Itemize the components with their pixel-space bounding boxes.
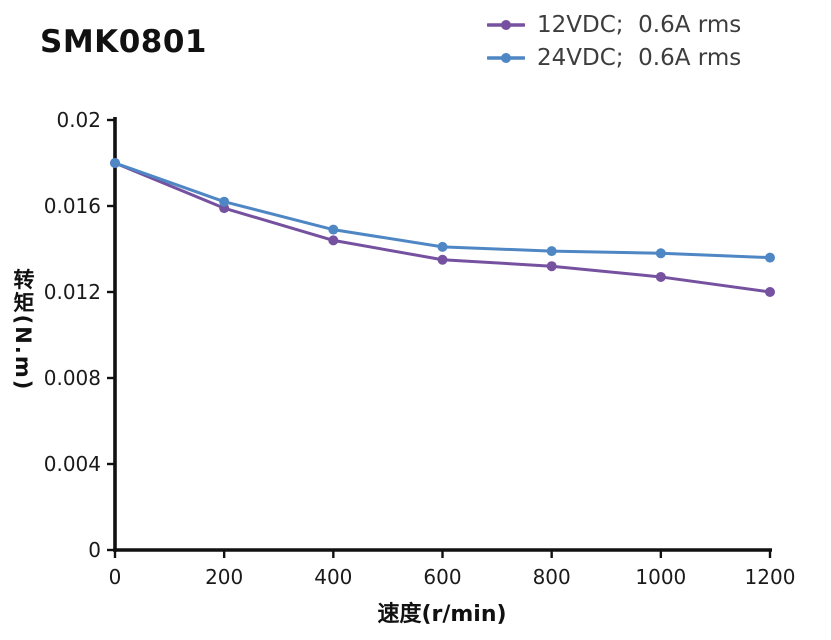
legend-marker-line-dot-icon — [487, 20, 525, 30]
legend-item: 24VDC; 0.6A rms — [487, 45, 741, 71]
data-point-marker — [328, 235, 339, 246]
x-tick-label: 1000 — [635, 565, 686, 589]
data-point-marker — [546, 261, 557, 272]
x-tick-label: 800 — [533, 565, 571, 589]
x-tick-label: 200 — [205, 565, 243, 589]
x-tick-label: 400 — [314, 565, 352, 589]
legend-label: 12VDC; 0.6A rms — [537, 12, 742, 38]
data-point-marker — [655, 271, 666, 282]
x-tick-label: 600 — [423, 565, 461, 589]
data-point-marker — [110, 158, 120, 168]
y-tick-label: 0.012 — [44, 280, 101, 304]
x-tick-label: 1200 — [745, 565, 796, 589]
line-chart: 0 200 400 600 800 1000 1200 0 0.004 0.008 0.012 0.0… — [44, 108, 796, 589]
x-axis-title: 速度(r/min) — [377, 602, 507, 627]
data-point-marker — [655, 248, 666, 259]
y-tick-label: 0 — [88, 538, 101, 562]
y-tick-label: 0.004 — [44, 452, 101, 476]
data-point-marker — [219, 196, 230, 207]
y-axis-title: 转矩(N.m) — [11, 268, 35, 392]
legend-item: 12VDC; 0.6A rms — [487, 12, 741, 38]
y-tick-label: 0.016 — [44, 194, 101, 218]
data-point-marker — [765, 287, 775, 297]
legend: 12VDC; 0.6A rms 24VDC; 0.6A rms — [487, 12, 741, 71]
data-point-marker — [437, 254, 448, 265]
legend-label: 24VDC; 0.6A rms — [537, 45, 742, 71]
series-line — [113, 161, 772, 294]
legend-marker-line-dot-icon — [487, 53, 525, 63]
y-tick-label: 0.008 — [44, 366, 101, 390]
data-point-marker — [437, 241, 448, 252]
data-point-marker — [546, 246, 557, 257]
x-tick-label: 0 — [109, 565, 122, 589]
chart-title: SMK0801 — [40, 24, 207, 60]
data-point-marker — [328, 224, 339, 235]
y-tick-label: 0.02 — [56, 108, 101, 132]
data-point-marker — [765, 252, 775, 263]
